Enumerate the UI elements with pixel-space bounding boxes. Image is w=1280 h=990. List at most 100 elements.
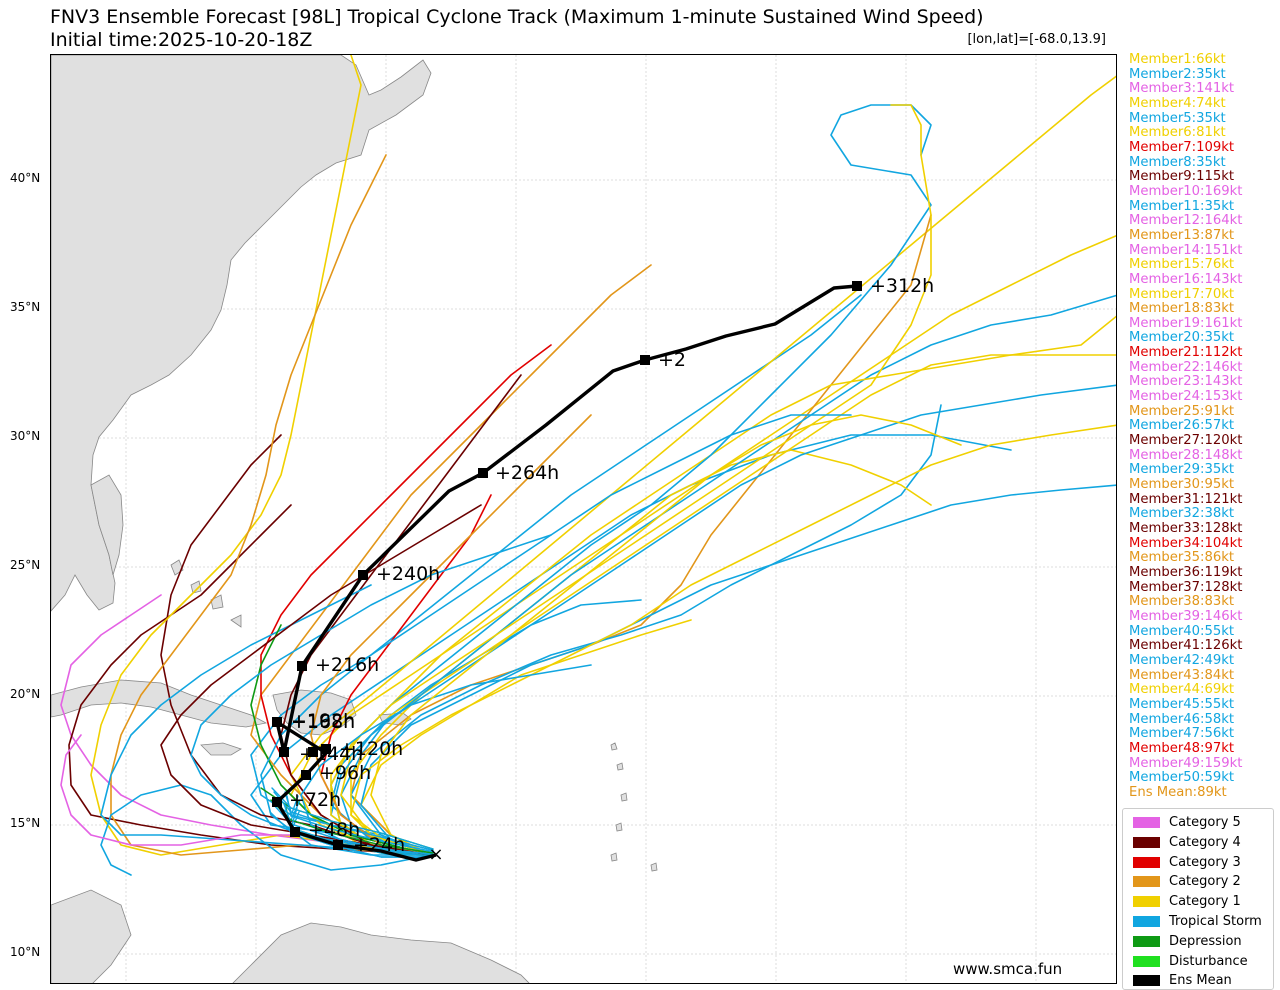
mean-marker [301,770,311,780]
member-track [250,264,652,856]
mean-marker [640,355,650,365]
legend-label: Tropical Storm [1169,914,1262,929]
legend-swatch [1133,935,1160,947]
mean-marker [290,827,300,837]
member-entry: Member35:86kt [1129,550,1235,566]
legend-item: Category 5 [1133,815,1241,830]
member-entry: Member28:148kt [1129,447,1243,463]
legend-label: Category 1 [1169,894,1241,910]
member-entry: Member8:35kt [1129,154,1226,170]
legend-item: Category 1 [1133,894,1241,909]
mean-hour-label: +2 [658,349,686,371]
mean-hour-label: +240h [376,563,440,585]
lat-label: 15°N [10,816,41,830]
legend-label: Category 5 [1169,815,1241,830]
member-track [330,294,1116,856]
lesser-antilles [610,742,658,872]
member-track [100,584,432,856]
legend-swatch [1133,817,1160,828]
member-entry: Member46:58kt [1129,711,1235,727]
member-entry: Member39:146kt [1129,608,1243,624]
member-entry: Member14:151kt [1129,242,1243,258]
legend-swatch [1133,856,1160,868]
intensity-legend: Category 5 Category 4 Category 3 Category 2… [1122,808,1274,990]
chart-title: FNV3 Ensemble Forecast [98L] Tropical Cy… [50,6,984,28]
member-entry: Member33:128kt [1129,521,1243,536]
member-list: Member1:66kt Member2:35kt Member3:141kt Mem… [1129,52,1243,800]
legend-label: Category 3 [1169,854,1241,870]
legend-swatch [1133,916,1160,927]
mean-marker [272,717,282,727]
lat-label: 30°N [10,429,41,443]
member-entry: Member48:97kt [1129,740,1235,756]
lat-label: 10°N [10,945,41,959]
member-entry: Member12:164kt [1129,213,1243,229]
ensemble-mean-track: × +24h+48h +72h +96h+120h+144h +168h+192h +21… [272,275,934,865]
member-entry: Member2:35kt [1129,66,1226,82]
cuba-island [51,679,268,728]
member-entry: Member27:120kt [1129,433,1243,449]
member-entry: Member29:35kt [1129,462,1235,478]
jamaica-island [200,742,242,756]
legend-label: Ens Mean [1169,973,1232,989]
member-entry: Member19:161kt [1129,315,1243,331]
start-marker: × [428,844,443,865]
member-entry: Member36:119kt [1129,564,1243,580]
member-entry: Member49:159kt [1129,755,1243,771]
member-entry: Member38:83kt [1129,594,1235,610]
legend-swatch [1133,896,1160,908]
mean-hour-label: +216h [315,654,379,676]
mean-hour-label: +24h [353,834,405,856]
legend-item: Depression [1133,934,1242,949]
member-entry: Member42:49kt [1129,652,1235,668]
mean-marker [852,281,862,291]
member-entry: Member34:104kt [1129,535,1243,551]
member-track [330,315,1116,856]
member-entry: Member45:55kt [1129,696,1235,712]
mean-marker [478,468,488,478]
member-entry: Member13:87kt [1129,227,1235,243]
member-entry: Member16:143kt [1129,271,1243,287]
member-entry: Member31:121kt [1129,491,1243,507]
central-america-land [51,889,132,983]
member-track [290,75,1116,856]
legend-label: Category 2 [1169,874,1241,890]
mean-marker [358,570,368,580]
landmass [51,55,658,983]
member-track [330,104,932,856]
south-america-land [232,922,530,983]
mean-hour-label: +72h [289,789,341,811]
mean-hour-label: +48h [308,819,360,841]
mean-hour-label: +120h [339,738,403,760]
member-track [370,414,962,856]
legend-swatch [1133,836,1160,848]
member-entry: Member9:115kt [1129,169,1235,185]
member-entry: Member10:169kt [1129,183,1243,199]
map-canvas: × +24h+48h +72h +96h+120h+144h +168h+192h +21… [51,55,1116,983]
coordinate-readout: [lon,lat]=[-68.0,13.9] [967,32,1106,47]
member-track [340,354,1116,856]
member-entry: Member1:66kt [1129,52,1226,67]
member-entry: Member44:69kt [1129,682,1235,698]
legend-swatch [1133,876,1160,888]
member-entry: Member4:74kt [1129,95,1226,111]
legend-swatch [1133,975,1160,987]
mean-marker [333,840,343,850]
member-track [271,787,434,850]
member-track [110,154,432,856]
member-track [330,104,932,856]
mean-marker [297,661,307,671]
member-entry: Member24:153kt [1129,389,1243,405]
member-entry: Member25:91kt [1129,403,1235,419]
lat-label: 25°N [10,558,41,572]
member-track [360,484,1116,856]
member-track [350,404,942,856]
member-track [280,374,522,856]
member-entry: Member26:57kt [1129,418,1235,434]
member-entry: Member50:59kt [1129,770,1235,786]
mean-marker [272,797,282,807]
member-entry: Member40:55kt [1129,623,1235,639]
member-entry: Member21:112kt [1129,345,1243,361]
legend-item: Category 2 [1133,874,1241,889]
track-map[interactable]: × +24h +48h +72h +96h +120h +144h +168h +192h +21… [50,54,1117,984]
